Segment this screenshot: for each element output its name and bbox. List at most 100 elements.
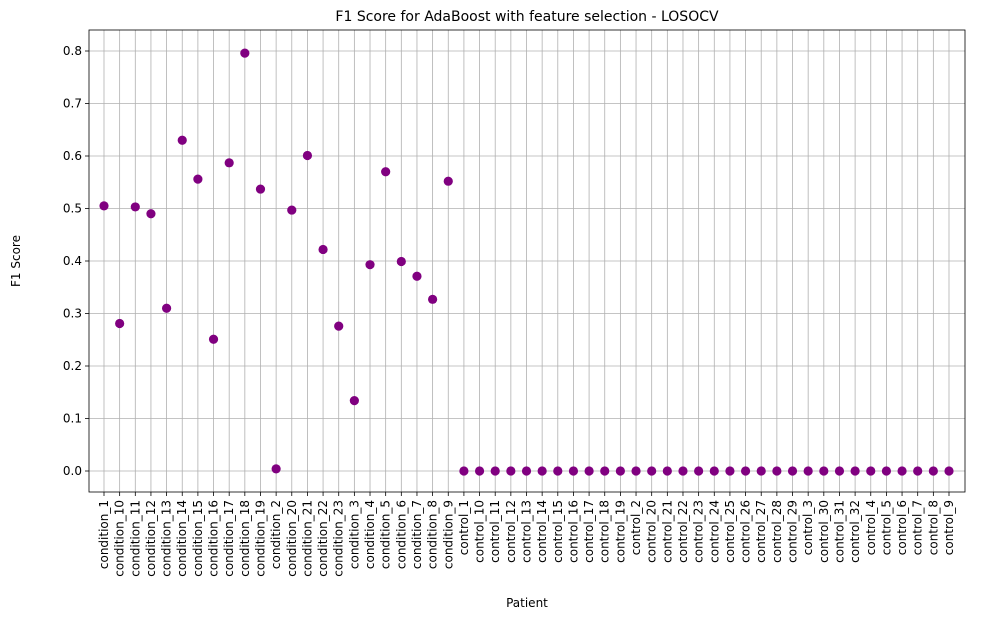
y-tick-label: 0.8 — [63, 44, 82, 58]
x-tick-label: condition_18 — [238, 500, 252, 577]
data-point — [615, 466, 625, 476]
x-tick-label: control_28 — [770, 500, 784, 563]
data-point — [709, 466, 719, 476]
data-point — [412, 271, 422, 281]
x-tick-label: control_20 — [645, 500, 659, 563]
x-tick-label: control_13 — [520, 500, 534, 563]
data-point — [600, 466, 610, 476]
data-point — [584, 466, 594, 476]
y-axis-label: F1 Score — [9, 235, 23, 287]
x-tick-label: condition_12 — [144, 500, 158, 577]
data-point — [428, 294, 438, 304]
x-tick-label: control_26 — [739, 500, 753, 563]
x-tick-label: control_21 — [660, 500, 674, 563]
data-point — [553, 466, 563, 476]
y-tick-label: 0.3 — [63, 307, 82, 321]
data-point — [850, 466, 860, 476]
data-point — [803, 466, 813, 476]
data-point — [255, 184, 266, 194]
x-tick-label: condition_8 — [426, 500, 440, 569]
data-point — [99, 201, 109, 211]
data-point — [568, 466, 579, 476]
x-tick-label: control_19 — [613, 500, 627, 563]
data-point — [631, 466, 641, 476]
x-tick-label: control_3 — [801, 500, 815, 555]
data-point — [662, 466, 672, 476]
data-point — [318, 244, 328, 255]
data-point — [928, 466, 938, 476]
data-point — [647, 466, 657, 476]
x-axis-ticks: condition_1 condition_10 condition_11 condi… — [97, 492, 956, 577]
x-tick-label: condition_3 — [347, 500, 361, 569]
data-point — [271, 464, 281, 474]
x-tick-label: control_5 — [879, 500, 893, 555]
data-point — [678, 466, 688, 476]
data-point — [208, 334, 219, 344]
x-tick-label: control_7 — [911, 500, 925, 555]
x-tick-label: control_29 — [786, 500, 800, 563]
x-tick-label: control_18 — [598, 500, 612, 563]
data-point — [913, 466, 923, 476]
x-tick-label: control_2 — [629, 500, 643, 555]
data-point — [474, 466, 485, 476]
x-tick-label: control_1 — [457, 500, 471, 555]
y-tick-label: 0.2 — [63, 359, 82, 373]
data-point — [224, 158, 234, 168]
data-point — [506, 466, 516, 476]
x-tick-label: control_16 — [566, 500, 580, 563]
x-tick-label: condition_15 — [191, 500, 205, 577]
x-tick-label: condition_11 — [128, 500, 142, 577]
data-point — [787, 466, 798, 476]
y-tick-label: 0.5 — [63, 202, 82, 216]
x-tick-label: condition_21 — [300, 500, 314, 577]
x-tick-label: control_24 — [707, 500, 721, 563]
data-point — [725, 466, 735, 476]
x-tick-label: condition_22 — [316, 500, 330, 577]
x-tick-label: control_32 — [848, 500, 862, 563]
x-tick-label: control_11 — [488, 500, 502, 563]
x-tick-label: condition_17 — [222, 500, 236, 577]
x-tick-label: control_9 — [942, 500, 956, 555]
x-tick-label: control_4 — [864, 500, 878, 555]
grid-lines — [89, 30, 965, 492]
chart-title: F1 Score for AdaBoost with feature selec… — [335, 9, 719, 25]
data-point — [866, 466, 876, 476]
data-point — [177, 135, 187, 145]
data-point — [334, 321, 344, 331]
data-point — [193, 174, 203, 184]
data-point — [521, 466, 532, 476]
x-tick-label: condition_7 — [410, 500, 424, 569]
data-point — [240, 48, 250, 58]
y-axis-ticks: 0.0 0.1 0.2 0.3 0.4 0.5 0.6 0.7 0.8 — [63, 44, 89, 478]
x-tick-label: control_25 — [723, 500, 737, 563]
x-tick-label: condition_13 — [160, 500, 174, 577]
data-point — [694, 466, 704, 476]
data-point — [365, 260, 375, 270]
x-axis-label: Patient — [506, 596, 548, 610]
y-tick-label: 0.1 — [63, 412, 82, 426]
y-tick-label: 0.0 — [63, 464, 82, 478]
x-tick-label: condition_5 — [379, 500, 393, 569]
x-tick-label: condition_4 — [363, 500, 377, 569]
x-tick-label: condition_2 — [269, 500, 283, 569]
data-point — [740, 466, 751, 476]
data-point — [756, 466, 766, 476]
data-point — [459, 466, 469, 476]
x-tick-label: control_30 — [817, 500, 831, 563]
data-point — [381, 167, 391, 177]
data-point — [146, 209, 156, 219]
data-point — [130, 202, 140, 212]
y-tick-label: 0.4 — [63, 254, 82, 268]
data-point — [161, 303, 172, 313]
x-tick-label: control_27 — [754, 500, 768, 563]
data-point — [537, 466, 547, 476]
data-point — [772, 466, 782, 476]
data-point — [115, 318, 125, 329]
data-point — [396, 256, 406, 267]
data-point — [287, 205, 297, 215]
x-tick-label: condition_14 — [175, 500, 189, 577]
x-tick-label: control_14 — [535, 500, 549, 563]
x-tick-label: condition_6 — [394, 500, 408, 569]
data-point — [443, 176, 453, 186]
